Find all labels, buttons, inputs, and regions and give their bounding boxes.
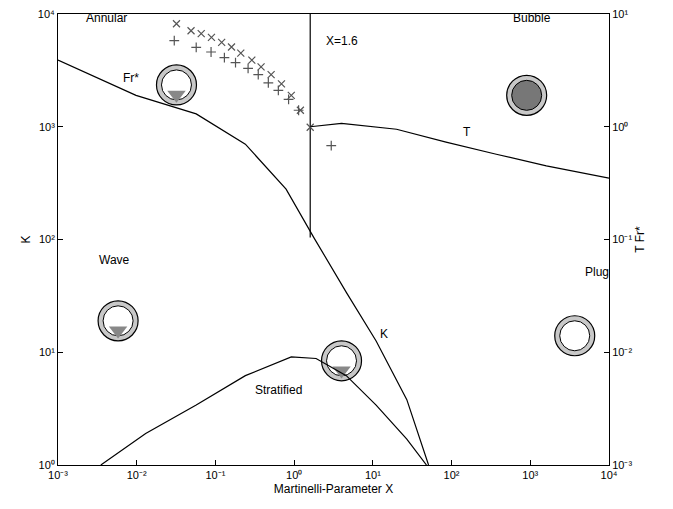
- svg-text:10¹: 10¹: [39, 346, 55, 358]
- svg-text:Stratified: Stratified: [255, 383, 302, 397]
- svg-text:T: T: [463, 125, 471, 139]
- svg-text:10⁻²: 10⁻²: [127, 469, 147, 481]
- svg-text:Fr*: Fr*: [123, 71, 139, 85]
- svg-text:10⁰: 10⁰: [612, 121, 628, 133]
- svg-text:10⁴: 10⁴: [601, 469, 618, 481]
- svg-text:10⁰: 10⁰: [286, 469, 302, 481]
- svg-text:Plug: Plug: [585, 265, 609, 279]
- svg-text:T Fr*: T Fr*: [633, 226, 647, 253]
- svg-text:10⁰: 10⁰: [39, 459, 55, 471]
- svg-text:Annular: Annular: [86, 11, 127, 25]
- svg-text:10²: 10²: [444, 469, 460, 481]
- svg-text:K: K: [380, 327, 388, 341]
- svg-text:10⁻²: 10⁻²: [612, 346, 632, 358]
- svg-text:10⁻¹: 10⁻¹: [612, 233, 632, 245]
- svg-text:10²: 10²: [39, 233, 55, 245]
- svg-text:X=1.6: X=1.6: [326, 34, 358, 48]
- svg-text:Wave: Wave: [99, 253, 130, 267]
- svg-text:Bubble: Bubble: [513, 11, 551, 25]
- svg-text:10¹: 10¹: [365, 469, 381, 481]
- svg-text:10⁻¹: 10⁻¹: [205, 469, 225, 481]
- svg-text:10³: 10³: [522, 469, 538, 481]
- svg-text:Martinelli-Parameter X: Martinelli-Parameter X: [274, 482, 393, 496]
- svg-text:10⁻³: 10⁻³: [48, 469, 68, 481]
- svg-text:10³: 10³: [39, 121, 55, 133]
- svg-text:10⁻³: 10⁻³: [612, 459, 632, 471]
- svg-text:10⁴: 10⁴: [38, 8, 55, 20]
- svg-text:K: K: [19, 235, 33, 243]
- svg-text:10¹: 10¹: [612, 8, 628, 20]
